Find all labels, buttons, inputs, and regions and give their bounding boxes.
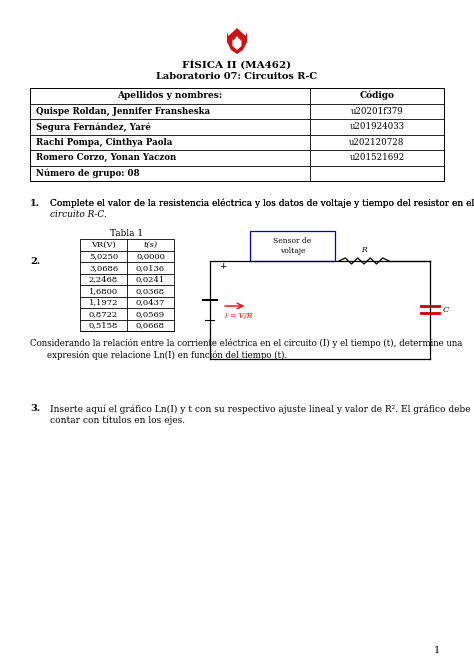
- Text: Complete el valor de la resistencia eléctrica y los datos de voltaje y tiempo de: Complete el valor de la resistencia eléc…: [50, 199, 474, 208]
- Text: Código: Código: [359, 91, 394, 100]
- Text: 0,0569: 0,0569: [136, 310, 165, 318]
- Text: 2.: 2.: [30, 257, 40, 266]
- Text: Inserte aquí el gráfico Ln(I) y t con su respectivo ajuste lineal y valor de R².: Inserte aquí el gráfico Ln(I) y t con su…: [50, 404, 471, 413]
- Text: Sensor de
voltaje: Sensor de voltaje: [273, 237, 311, 255]
- Text: Tabla 1: Tabla 1: [110, 229, 144, 238]
- Text: Laboratorio 07: Circuitos R-C: Laboratorio 07: Circuitos R-C: [156, 72, 318, 81]
- Text: Romero Corzo, Yonan Yaczon: Romero Corzo, Yonan Yaczon: [36, 153, 176, 162]
- Text: i = V/R: i = V/R: [225, 312, 253, 320]
- Text: 0,8722: 0,8722: [89, 310, 118, 318]
- Text: expresión que relacione Ln(I) en función del tiempo (t).: expresión que relacione Ln(I) en función…: [47, 350, 287, 360]
- Text: 5,0250: 5,0250: [89, 252, 118, 260]
- Bar: [80, 239, 174, 331]
- Text: 1.: 1.: [30, 199, 40, 208]
- Text: Rachi Pompa, Cinthya Paola: Rachi Pompa, Cinthya Paola: [36, 138, 173, 147]
- Text: 0,0437: 0,0437: [136, 298, 165, 306]
- Text: Quispe Roldan, Jennifer Fransheska: Quispe Roldan, Jennifer Fransheska: [36, 107, 210, 116]
- Text: 1,6800: 1,6800: [89, 287, 118, 295]
- Text: Apellidos y nombres:: Apellidos y nombres:: [118, 91, 223, 100]
- Text: +: +: [219, 262, 227, 271]
- Text: VR(V): VR(V): [91, 241, 116, 249]
- Text: FÍSICA II (MA462): FÍSICA II (MA462): [182, 60, 292, 70]
- Text: Complete el valor de la resistencia eléctrica y los datos de voltaje y tiempo de: Complete el valor de la resistencia eléc…: [50, 199, 474, 208]
- Text: 2,2468: 2,2468: [89, 275, 118, 283]
- Text: 0,0000: 0,0000: [136, 252, 165, 260]
- Text: contar con títulos en los ejes.: contar con títulos en los ejes.: [50, 415, 185, 425]
- Text: 0,0136: 0,0136: [136, 264, 165, 272]
- Text: circuito R-C.: circuito R-C.: [50, 210, 107, 220]
- Text: 1,1972: 1,1972: [89, 298, 118, 306]
- Text: C: C: [443, 306, 449, 314]
- Bar: [250, 231, 335, 261]
- Text: u201924033: u201924033: [349, 122, 404, 131]
- Text: t(s): t(s): [144, 241, 157, 249]
- Text: u201521692: u201521692: [349, 153, 405, 162]
- Text: 3.: 3.: [30, 404, 40, 413]
- Polygon shape: [227, 28, 247, 54]
- Text: R: R: [361, 246, 367, 254]
- Text: 0,5158: 0,5158: [89, 321, 118, 329]
- Text: Número de grupo: 08: Número de grupo: 08: [36, 168, 140, 178]
- Text: 0,0668: 0,0668: [136, 321, 165, 329]
- Text: 0,0368: 0,0368: [136, 287, 165, 295]
- Text: Segura Fernández, Yaré: Segura Fernández, Yaré: [36, 122, 151, 131]
- Text: u20201f379: u20201f379: [351, 107, 403, 116]
- Text: u202120728: u202120728: [349, 138, 405, 147]
- Text: Considerando la relación entre la corriente eléctrica en el circuito (I) y el ti: Considerando la relación entre la corrie…: [30, 339, 462, 348]
- Bar: [30, 88, 444, 181]
- Text: 3,0686: 3,0686: [89, 264, 118, 272]
- Polygon shape: [233, 36, 241, 50]
- Text: 1: 1: [434, 646, 440, 655]
- Text: 0,0241: 0,0241: [136, 275, 165, 283]
